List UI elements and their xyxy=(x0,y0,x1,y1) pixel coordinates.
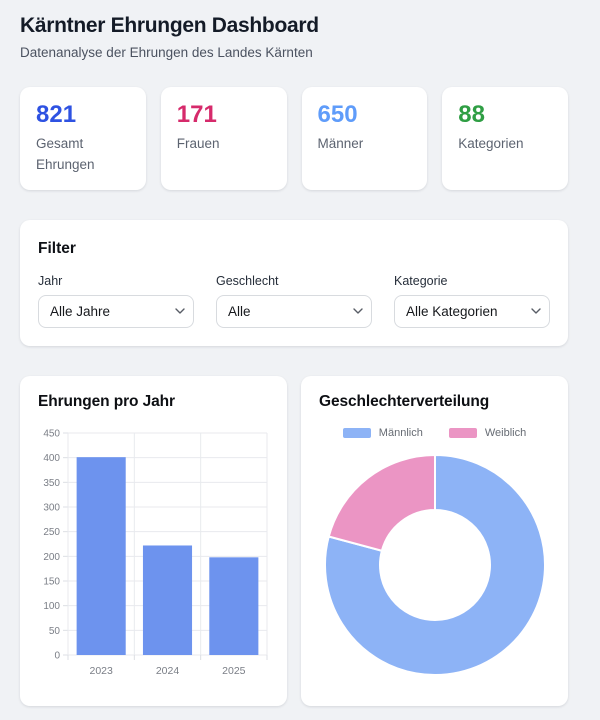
legend-swatch-maennlich xyxy=(342,427,371,438)
legend-label-weiblich: Weiblich xyxy=(484,426,527,439)
charts-row: Ehrungen pro Jahr 0 50 100 150 200 250 300 350 4… xyxy=(20,375,568,706)
stat-value-maenner: 650 xyxy=(317,101,358,128)
svg-text:100: 100 xyxy=(43,601,60,612)
bar-chart-card: Ehrungen pro Jahr 0 50 100 150 200 250 300 350 4… xyxy=(20,375,287,706)
stat-card-kategorien: 88 Kategorien xyxy=(442,87,568,190)
svg-text:50: 50 xyxy=(49,625,61,636)
geschlecht-select[interactable]: Alle xyxy=(216,294,372,328)
svg-text:150: 150 xyxy=(43,576,60,587)
bar-chart-title: Ehrungen pro Jahr xyxy=(38,392,175,410)
stat-card-frauen: 171 Frauen xyxy=(160,87,287,190)
kategorie-select[interactable]: Alle Kategorien xyxy=(394,294,550,328)
filter-heading: Filter xyxy=(38,239,76,257)
donut-legend: Männlich Weiblich xyxy=(319,427,550,439)
svg-text:0: 0 xyxy=(54,650,60,661)
filter-fields: Jahr Alle Jahre Geschlecht Alle xyxy=(38,274,550,328)
filter-label-geschlecht: Geschlecht xyxy=(216,273,279,288)
page-title: Kärntner Ehrungen Dashboard xyxy=(20,14,319,37)
svg-text:2025: 2025 xyxy=(222,665,246,677)
donut-chart-title: Geschlechterverteilung xyxy=(319,392,490,410)
svg-text:350: 350 xyxy=(43,477,60,488)
stats-row: 821 Gesamt Ehrungen 171 Frauen 650 Männe… xyxy=(20,87,568,190)
stat-label-gesamt: Gesamt Ehrungen xyxy=(36,135,95,172)
svg-text:2024: 2024 xyxy=(156,665,180,677)
stat-card-maenner: 650 Männer xyxy=(301,87,428,190)
filter-field-jahr: Jahr Alle Jahre xyxy=(38,274,194,328)
stat-label-frauen: Frauen xyxy=(176,135,220,151)
svg-text:2023: 2023 xyxy=(89,665,113,677)
page-header: Kärntner Ehrungen Dashboard Datenanalyse… xyxy=(20,14,568,60)
filter-field-kategorie: Kategorie Alle Kategorien xyxy=(394,274,550,328)
filter-field-geschlecht: Geschlecht Alle xyxy=(216,274,372,328)
stat-label-kategorien: Kategorien xyxy=(458,135,524,151)
filter-label-jahr: Jahr xyxy=(38,273,63,288)
bar-chart[interactable]: 0 50 100 150 200 250 300 350 400 450 2023 2024 2025 xyxy=(38,425,269,681)
filter-label-kategorie: Kategorie xyxy=(394,273,448,288)
legend-swatch-weiblich xyxy=(448,427,477,438)
svg-text:250: 250 xyxy=(43,527,60,538)
legend-label-maennlich: Männlich xyxy=(378,426,423,439)
svg-text:200: 200 xyxy=(43,551,60,562)
stat-label-maenner: Männer xyxy=(317,135,364,151)
page-subtitle: Datenanalyse der Ehrungen des Landes Kär… xyxy=(20,45,313,60)
svg-text:450: 450 xyxy=(43,428,60,439)
donut-chart-card: Geschlechterverteilung Männlich Weiblich xyxy=(301,375,568,706)
svg-text:400: 400 xyxy=(43,453,60,464)
stat-card-gesamt: 821 Gesamt Ehrungen xyxy=(20,87,146,190)
svg-text:300: 300 xyxy=(43,502,60,513)
donut-chart[interactable] xyxy=(321,451,549,679)
legend-item-maennlich[interactable]: Männlich xyxy=(342,426,423,439)
stat-value-kategorien: 88 xyxy=(458,101,485,128)
jahr-select[interactable]: Alle Jahre xyxy=(38,294,194,328)
legend-item-weiblich[interactable]: Weiblich xyxy=(448,426,527,439)
stat-value-gesamt: 821 xyxy=(36,101,77,128)
stat-value-frauen: 171 xyxy=(176,101,217,128)
filter-card: Filter Jahr Alle Jahre Geschlecht All xyxy=(20,219,568,346)
